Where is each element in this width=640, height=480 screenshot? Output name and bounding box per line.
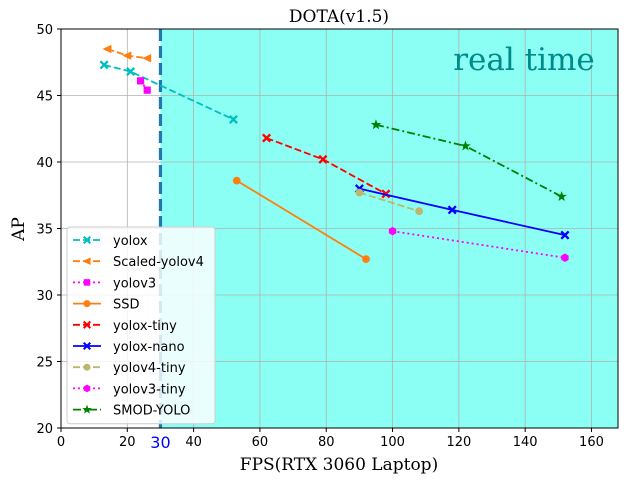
series-line	[359, 191, 420, 213]
data-point	[143, 86, 151, 94]
x-tick-label: 20	[119, 435, 136, 450]
legend-marker	[82, 257, 91, 266]
series-yolov3	[136, 77, 151, 94]
data-point	[460, 140, 471, 151]
legend-label: Scaled-yolov4	[113, 255, 204, 270]
legend-label: yolox-tiny	[113, 319, 177, 334]
legend-box	[66, 226, 216, 425]
data-point	[388, 226, 397, 236]
y-tick-label: 45	[36, 90, 53, 105]
x-axis-label: FPS(RTX 3060 Laptop)	[240, 455, 438, 475]
data-point	[318, 154, 328, 164]
legend-label: yolov4-tiny	[113, 361, 186, 376]
data-point	[126, 67, 136, 77]
series-line	[236, 179, 367, 260]
legend-label: yolox	[113, 234, 148, 249]
legend-marker	[82, 341, 92, 351]
legend-label: SMOD-YOLO	[113, 404, 190, 419]
series-smod-yolo	[370, 119, 567, 202]
series-yolox-tiny	[262, 133, 391, 199]
legend-marker	[82, 404, 92, 414]
data-point	[262, 133, 272, 143]
x-tick-label: 0	[57, 435, 65, 450]
legend-item: SSD	[73, 298, 140, 313]
series-ssd	[232, 176, 370, 263]
y-tick-label: 50	[36, 23, 53, 38]
data-point	[561, 253, 569, 263]
series-line	[103, 64, 234, 121]
series-group	[99, 44, 570, 263]
real-time-annotation: real time	[453, 42, 595, 78]
data-point	[370, 119, 382, 130]
legend-item: yolov4-tiny	[73, 361, 186, 376]
legend-label: yolov3	[113, 276, 156, 291]
legend-item: SMOD-YOLO	[73, 404, 190, 419]
series-scaled-yolov4	[102, 44, 152, 63]
y-tick-label: 30	[36, 289, 53, 304]
data-point	[355, 188, 364, 197]
y-tick-label: 40	[36, 156, 53, 171]
data-point	[136, 77, 145, 85]
series-line	[392, 230, 566, 259]
data-point	[102, 44, 112, 54]
x-tick-label: 140	[513, 435, 538, 450]
y-tick-label: 25	[36, 356, 53, 371]
series-yolov3-tiny	[388, 226, 569, 263]
x-tick-label: 60	[252, 435, 269, 450]
threshold-label: 30	[150, 433, 170, 452]
data-point	[362, 255, 370, 263]
chart-title: DOTA(v1.5)	[289, 7, 389, 27]
data-point	[142, 54, 152, 63]
data-point	[556, 191, 567, 202]
y-tick-label: 20	[36, 422, 53, 437]
legend-marker	[83, 279, 91, 286]
x-tick-label: 80	[318, 435, 335, 450]
legend-marker	[83, 384, 91, 393]
x-tick-label: 160	[579, 435, 604, 450]
x-tick-label: 120	[446, 435, 471, 450]
legend-item: yolox-tiny	[73, 319, 177, 334]
x-tick-label: 100	[380, 435, 405, 450]
legend-item: yolov3-tiny	[73, 382, 186, 397]
y-axis-label: AP	[9, 217, 29, 242]
legend-item: yolov3	[73, 276, 156, 291]
data-point	[560, 230, 570, 240]
data-point	[122, 51, 132, 60]
legend-marker	[82, 320, 92, 329]
legend-item: yolox	[73, 234, 148, 249]
data-point	[447, 205, 457, 215]
legend-item: Scaled-yolov4	[73, 255, 204, 270]
legend-label: SSD	[113, 298, 140, 313]
data-point	[415, 207, 423, 216]
legend-marker	[82, 235, 92, 245]
legend-item: yolox-nano	[73, 340, 185, 355]
x-tick-label: 40	[185, 435, 202, 450]
series-yolov4-tiny	[355, 188, 423, 216]
legend-label: yolov3-tiny	[113, 382, 186, 397]
legend-label: yolox-nano	[113, 340, 185, 355]
series-yolox	[99, 60, 238, 124]
data-point	[99, 60, 109, 70]
y-tick-label: 35	[36, 223, 53, 238]
data-point	[232, 176, 241, 185]
legend-marker	[83, 363, 91, 371]
legend-marker	[83, 300, 91, 308]
legend: yolox Scaled-yolov4 yolov3 SSD yolox-tiny yol…	[66, 226, 216, 425]
data-point	[228, 114, 238, 124]
ticks: 0 20 40 60 80 100 120 140 160 20 25 30 35 40 45 50 30	[36, 23, 603, 452]
